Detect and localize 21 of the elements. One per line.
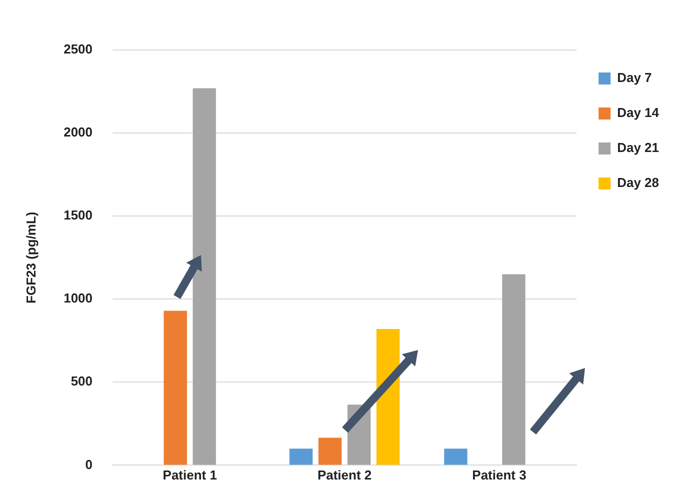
y-tick-label: 2000 bbox=[64, 124, 93, 140]
y-tick-label: 1500 bbox=[64, 208, 93, 223]
x-tick-label: Patient 2 bbox=[317, 468, 372, 483]
legend-label: Day 7 bbox=[617, 70, 652, 86]
legend-label: Day 14 bbox=[617, 105, 660, 120]
y-tick-label: 0 bbox=[85, 456, 93, 472]
bar bbox=[164, 310, 187, 465]
bar bbox=[318, 438, 342, 465]
y-tick-label: 2500 bbox=[64, 42, 93, 57]
legend-label: Day 28 bbox=[617, 175, 659, 190]
y-axis-title: FGF23 (pg/mL) bbox=[23, 212, 38, 304]
y-tick-label: 500 bbox=[70, 374, 93, 389]
x-tick-label: Patient 3 bbox=[472, 468, 526, 483]
bar bbox=[289, 448, 313, 465]
bar bbox=[192, 88, 216, 465]
bar bbox=[502, 274, 526, 465]
legend-label: Day 21 bbox=[617, 140, 659, 156]
x-tick-label: Patient 1 bbox=[162, 468, 217, 483]
y-tick-label: 1000 bbox=[64, 290, 93, 306]
bar bbox=[444, 448, 468, 465]
bar bbox=[376, 329, 400, 465]
